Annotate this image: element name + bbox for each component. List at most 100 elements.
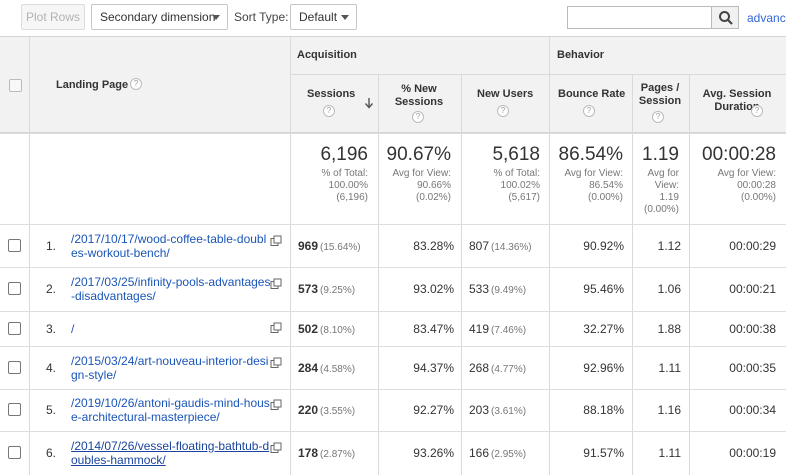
sessions-cell-percent: (4.58%)	[320, 363, 356, 375]
row-rank: 5.	[45, 403, 56, 417]
landing-page-link[interactable]: /2014/07/26/vessel-floating-bathtub-doub…	[71, 439, 270, 467]
row-checkbox[interactable]	[8, 360, 21, 374]
help-icon[interactable]: ?	[412, 111, 424, 123]
search-button[interactable]	[711, 6, 739, 29]
new-sessions-cell: 93.02%	[413, 282, 454, 296]
landing-page-link[interactable]: /2017/10/17/wood-coffee-table-doubles-wo…	[71, 231, 267, 260]
help-icon[interactable]: ?	[583, 105, 595, 117]
row-rank: 3.	[45, 321, 56, 336]
sort-type-dropdown[interactable]: Default	[290, 4, 357, 30]
row-checkbox[interactable]	[8, 403, 21, 416]
new-users-cell-value: 268	[469, 360, 490, 375]
row-checkbox[interactable]	[8, 321, 21, 335]
row-divider	[0, 389, 786, 390]
divider	[689, 74, 690, 475]
total-new-sessions-sub: Avg for View: 90.66% (0.02%)	[392, 168, 451, 203]
bounce-rate-cell: 90.92%	[583, 239, 624, 253]
avg-duration-cell-value: 00:00:38	[729, 321, 776, 336]
select-all-checkbox[interactable]	[9, 79, 22, 92]
avg-duration-cell: 00:00:34	[729, 403, 776, 417]
sessions-header[interactable]: Sessions	[307, 88, 356, 100]
landing-page-link[interactable]: /2019/10/26/antoni-gaudis-mind-house-arc…	[71, 396, 270, 424]
pages-session-cell: 1.11	[659, 446, 681, 460]
bounce-rate-cell-value: 32.27%	[583, 321, 624, 336]
bounce-rate-cell: 95.46%	[583, 282, 624, 296]
row-checkbox[interactable]	[8, 282, 21, 295]
new-users-cell: 166 (2.95%)	[469, 446, 526, 460]
table-toolbar: Plot Rows Secondary dimension Sort Type:…	[0, 0, 786, 36]
avg-duration-cell-value: 00:00:21	[729, 282, 776, 296]
bounce-rate-header[interactable]: Bounce Rate	[558, 88, 626, 100]
total-new-users-sub: % of Total: 100.02% (5,617)	[493, 168, 540, 203]
open-page-icon[interactable]	[270, 235, 282, 247]
secondary-dimension-dropdown[interactable]: Secondary dimension	[91, 4, 228, 30]
sessions-cell-percent: (2.87%)	[320, 449, 356, 460]
avg-duration-cell: 00:00:21	[729, 282, 776, 296]
divider	[0, 133, 786, 134]
help-icon[interactable]: ?	[323, 105, 335, 117]
acquisition-group-header: Acquisition	[297, 49, 357, 61]
landing-page-link[interactable]: /	[71, 321, 75, 336]
open-page-icon[interactable]	[270, 278, 282, 290]
chevron-down-icon	[341, 15, 349, 20]
landing-page-link[interactable]: /2017/03/25/infinity-pools-advantages-di…	[71, 275, 271, 303]
avg-duration-header[interactable]: Avg. Session Duration	[702, 88, 772, 113]
help-icon[interactable]: ?	[652, 111, 664, 123]
divider	[290, 74, 786, 75]
sessions-cell-percent: (8.10%)	[320, 324, 356, 336]
sessions-cell: 284 (4.58%)	[298, 361, 355, 375]
sessions-cell-value: 573	[298, 282, 319, 296]
sessions-cell-value: 220	[298, 403, 319, 417]
sort-type-label: Sort Type:	[234, 10, 289, 24]
new-users-header[interactable]: New Users	[477, 88, 534, 100]
total-bounce-rate: 86.54%	[558, 144, 623, 165]
pages-session-cell: 1.16	[658, 403, 681, 417]
bounce-rate-cell-value: 90.92%	[583, 238, 624, 253]
pages-session-cell-value: 1.12	[657, 238, 681, 253]
sort-descending-icon[interactable]	[364, 97, 374, 109]
help-icon[interactable]: ?	[130, 78, 142, 90]
help-icon[interactable]: ?	[751, 105, 763, 117]
plot-rows-button[interactable]: Plot Rows	[21, 4, 85, 30]
help-icon[interactable]: ?	[497, 105, 509, 117]
pages-session-header[interactable]: Pages / Session	[638, 82, 682, 107]
total-avg-duration: 00:00:28	[702, 144, 776, 165]
new-users-cell-percent: (14.36%)	[491, 241, 532, 253]
row-divider	[0, 431, 786, 432]
table-search-input[interactable]	[567, 6, 712, 29]
new-users-cell-percent: (7.46%)	[491, 324, 527, 336]
new-users-cell-percent: (9.49%)	[491, 285, 527, 296]
sort-type-value: Default	[299, 10, 338, 24]
landing-page-link[interactable]: /2015/03/24/art-nouveau-interior-design-…	[71, 353, 269, 382]
new-sessions-cell: 92.27%	[413, 403, 454, 417]
pages-session-cell: 1.11	[659, 361, 681, 375]
new-sessions-cell: 83.47%	[413, 322, 454, 336]
new-sessions-cell-value: 83.28%	[413, 238, 454, 253]
sessions-cell-percent: (15.64%)	[320, 241, 361, 253]
sessions-cell-percent: (9.25%)	[320, 285, 356, 296]
row-checkbox[interactable]	[8, 238, 21, 252]
landing-page-header[interactable]: Landing Page	[56, 79, 129, 91]
divider	[29, 37, 30, 475]
total-sessions: 6,196	[320, 144, 368, 165]
new-sessions-cell: 93.26%	[413, 446, 454, 460]
total-new-sessions: 90.67%	[386, 144, 451, 165]
pages-session-cell: 1.88	[658, 322, 681, 336]
new-users-cell: 419 (7.46%)	[469, 322, 526, 336]
bounce-rate-cell-value: 91.57%	[583, 446, 624, 460]
new-users-cell-value: 533	[469, 282, 490, 296]
bounce-rate-cell: 92.96%	[583, 361, 624, 375]
divider	[632, 74, 633, 475]
open-page-icon[interactable]	[270, 322, 282, 334]
avg-duration-cell: 00:00:35	[729, 361, 776, 375]
open-page-icon[interactable]	[270, 442, 282, 454]
divider	[290, 37, 291, 475]
open-page-icon[interactable]	[270, 357, 282, 369]
open-page-icon[interactable]	[270, 399, 282, 411]
row-checkbox[interactable]	[8, 446, 21, 459]
new-users-cell-percent: (3.61%)	[491, 406, 527, 417]
advanced-filter-link[interactable]: advanc	[747, 11, 786, 25]
total-new-users: 5,618	[492, 144, 540, 165]
new-sessions-header[interactable]: % New Sessions	[394, 83, 444, 108]
sessions-cell: 178 (2.87%)	[298, 446, 355, 460]
